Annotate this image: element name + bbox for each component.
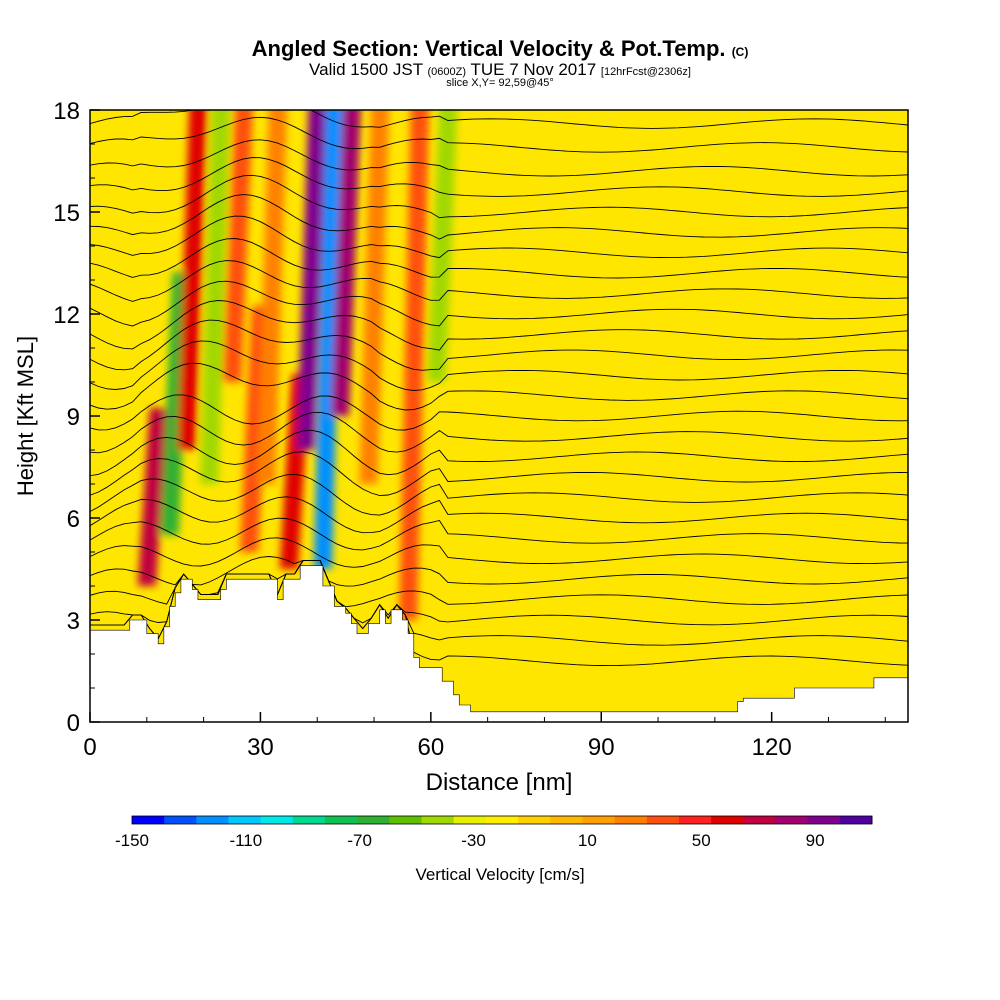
colorbar-swatch [614,816,648,824]
y-tick-label: 18 [53,98,80,125]
title-text: Angled Section: Vertical Velocity & Pot.… [251,36,726,61]
velocity-band-6 [257,110,287,484]
x-axis: 0 30 60 90 120 [83,712,886,761]
y-tick-label: 15 [53,200,80,227]
colorbar-swatch [389,816,423,824]
colorbar-tick-label: 10 [578,831,597,850]
x-tick-label: 90 [588,734,615,761]
contour-line-16 [90,429,908,477]
y-tick-label: 9 [67,404,80,431]
velocity-band-3 [200,110,231,484]
colorbar-swatch [228,816,262,824]
velocity-band-0 [137,408,168,586]
colorbar-swatch [325,816,358,824]
contour-line-19 [90,496,908,534]
contour-line-4 [90,174,908,219]
contour-line-14 [90,394,908,431]
contour-line-13 [90,362,908,411]
contour-line-22 [90,556,908,587]
velocity-band-4 [222,110,253,382]
y-tick-label: 3 [67,608,80,635]
y-tick-label: 0 [67,710,80,737]
colorbar-swatch [678,816,712,824]
contour-line-10 [90,300,908,351]
valid-utc: (0600Z) [427,66,467,78]
plot-area [90,110,908,722]
terrain [90,565,908,722]
x-axis-label: Distance [nm] [426,769,573,796]
colorbar-swatch [550,816,583,824]
contour-line-3 [90,157,908,197]
colorbar-label: Vertical Velocity [cm/s] [415,865,584,884]
colorbar-swatch [132,816,165,824]
y-axis: 0 3 6 9 12 15 18 [53,98,100,737]
colorbar-swatch [582,816,616,824]
contour-line-12 [90,340,908,391]
velocity-band-13 [427,110,458,382]
colorbar-frame [131,815,873,825]
potential-temperature-contours [90,110,908,667]
contour-line-7 [90,238,908,279]
colorbar-swatch [518,816,551,824]
contour-line-8 [90,260,908,302]
x-tick-label: 120 [752,734,792,761]
colorbar-tick-label: -110 [229,831,262,850]
colorbar-swatch [196,816,230,824]
velocity-band-10 [330,110,361,416]
y-tick-label: 12 [53,302,80,329]
colorbar-swatch [743,816,776,824]
chart-title: Angled Section: Vertical Velocity & Pot.… [0,36,1000,62]
colorbar-swatch [260,816,294,824]
contour-line-2 [90,139,908,177]
velocity-band-9 [313,110,344,569]
contour-line-11 [90,319,908,371]
colorbar-swatch [485,816,519,824]
x-tick-label: 60 [417,734,444,761]
colorbar-tick-label: 90 [806,831,825,850]
colorbar-swatch [839,816,873,824]
colorbar-swatch [775,816,809,824]
slice-info: slice X,Y= 92,59@45° [446,77,554,89]
forecast-info: [12hrFcst@2306z] [600,66,691,78]
x-tick-label: 0 [83,734,96,761]
velocity-band-2 [177,110,208,450]
contour-line-9 [90,280,908,327]
colorbar-swatch [164,816,197,824]
chart-subtitle: Valid 1500 JST (0600Z) TUE 7 Nov 2017 [1… [0,60,1000,80]
contour-line-26 [90,560,908,667]
contour-line-17 [90,451,908,497]
velocity-band-12 [399,110,430,620]
velocity-bands [137,110,458,620]
contour-line-6 [90,215,908,259]
y-axis-label: Height [Kft MSL] [13,336,38,496]
colorbar-tick-label: -150 [115,831,149,850]
y-tick-label: 6 [67,506,80,533]
contour-line-15 [90,411,908,454]
colorbar-swatch [292,816,326,824]
colorbar-swatch [646,816,680,824]
colorbar-tick-label: 50 [692,831,711,850]
valid-date: TUE 7 Nov 2017 [470,60,597,79]
colorbar-swatch [421,816,455,824]
contour-line-18 [90,473,908,516]
colorbar-swatch [711,816,744,824]
contour-line-1 [90,116,908,153]
velocity-band-8 [296,110,327,450]
contour-line-21 [90,537,908,568]
colorbar-tick-label: -70 [347,831,372,850]
contour-line-5 [90,194,908,240]
valid-prefix: Valid 1500 JST [309,60,423,79]
x-tick-label: 30 [247,734,274,761]
colorbar-swatch [453,816,487,824]
contour-line-0 [90,110,908,129]
title-suffix: (C) [731,45,749,59]
colorbar-tick-label: -30 [461,831,486,850]
colorbar-swatch [357,816,390,824]
colorbar: -150 -110 -70 -30 10 50 90 [115,815,873,850]
contour-line-20 [90,517,908,551]
colorbar-swatch [807,816,841,824]
